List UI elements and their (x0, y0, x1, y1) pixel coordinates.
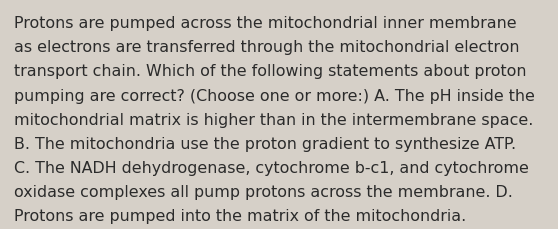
Text: B. The mitochondria use the proton gradient to synthesize ATP.: B. The mitochondria use the proton gradi… (14, 136, 516, 151)
Text: C. The NADH dehydrogenase, cytochrome b-c1, and cytochrome: C. The NADH dehydrogenase, cytochrome b-… (14, 160, 529, 175)
Text: Protons are pumped across the mitochondrial inner membrane: Protons are pumped across the mitochondr… (14, 16, 517, 31)
Text: oxidase complexes all pump protons across the membrane. D.: oxidase complexes all pump protons acros… (14, 184, 513, 199)
Text: transport chain. Which of the following statements about proton: transport chain. Which of the following … (14, 64, 526, 79)
Text: pumping are correct? (Choose one or more:) A. The pH inside the: pumping are correct? (Choose one or more… (14, 88, 535, 103)
Text: as electrons are transferred through the mitochondrial electron: as electrons are transferred through the… (14, 40, 519, 55)
Text: Protons are pumped into the matrix of the mitochondria.: Protons are pumped into the matrix of th… (14, 208, 466, 223)
Text: mitochondrial matrix is higher than in the intermembrane space.: mitochondrial matrix is higher than in t… (14, 112, 533, 127)
